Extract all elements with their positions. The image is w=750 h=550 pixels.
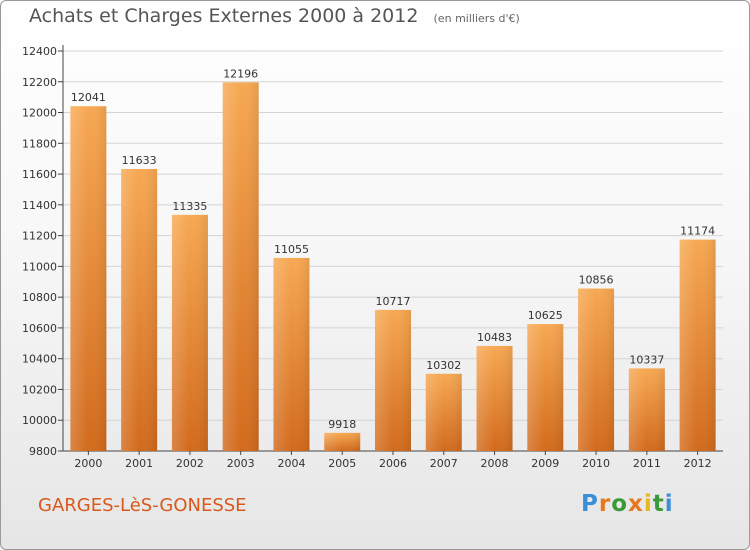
x-tick-label: 2002 bbox=[176, 457, 204, 470]
y-tick-label: 11200 bbox=[22, 230, 57, 243]
unit-note: (en milliers d'€) bbox=[433, 12, 520, 25]
x-tick-label: 2011 bbox=[633, 457, 661, 470]
data-label: 9918 bbox=[328, 418, 356, 431]
x-tick-label: 2007 bbox=[430, 457, 458, 470]
data-label: 12196 bbox=[223, 67, 258, 80]
proxiti-logo: Proxiti bbox=[581, 491, 674, 517]
x-tick-label: 2012 bbox=[684, 457, 712, 470]
x-tick-label: 2006 bbox=[379, 457, 407, 470]
bar-shine bbox=[222, 82, 259, 451]
y-tick-label: 10200 bbox=[22, 383, 57, 396]
chart-title-wrap: Achats et Charges Externes 2000 à 2012 (… bbox=[29, 5, 520, 27]
x-tick-label: 2000 bbox=[74, 457, 102, 470]
bar-shine bbox=[679, 239, 716, 451]
y-tick-label: 10600 bbox=[22, 322, 57, 335]
data-label: 10625 bbox=[528, 309, 563, 322]
bar-shine bbox=[476, 345, 513, 451]
y-tick-label: 10800 bbox=[22, 291, 57, 304]
chart-title: Achats et Charges Externes 2000 à 2012 bbox=[29, 5, 419, 27]
data-label: 10717 bbox=[376, 295, 411, 308]
x-tick-label: 2009 bbox=[531, 457, 559, 470]
city-name: GARGES-LèS-GONESSE bbox=[38, 495, 247, 516]
data-label: 11633 bbox=[122, 154, 157, 167]
data-label: 11174 bbox=[680, 225, 715, 238]
data-label: 10337 bbox=[629, 353, 664, 366]
bar-shine bbox=[70, 106, 107, 451]
bar-shine bbox=[273, 257, 310, 451]
data-label: 10302 bbox=[426, 359, 461, 372]
x-tick-label: 2004 bbox=[277, 457, 305, 470]
y-tick-label: 11800 bbox=[22, 137, 57, 150]
x-tick-label: 2010 bbox=[582, 457, 610, 470]
bar-shine bbox=[121, 169, 158, 451]
data-label: 12041 bbox=[71, 91, 106, 104]
x-tick-label: 2005 bbox=[328, 457, 356, 470]
x-tick-label: 2001 bbox=[125, 457, 153, 470]
y-tick-label: 9800 bbox=[29, 445, 57, 458]
data-label: 10856 bbox=[579, 274, 614, 287]
y-tick-label: 11000 bbox=[22, 260, 57, 273]
bar-shine bbox=[375, 309, 411, 451]
x-tick-label: 2008 bbox=[481, 457, 509, 470]
x-tick-label: 2003 bbox=[227, 457, 255, 470]
y-tick-label: 12400 bbox=[22, 45, 57, 58]
bar-shine bbox=[628, 368, 665, 451]
logo-letter: i bbox=[664, 491, 674, 517]
bar-shine bbox=[425, 373, 462, 451]
y-tick-label: 10000 bbox=[22, 414, 57, 427]
y-tick-label: 11400 bbox=[22, 199, 57, 212]
bar-shine bbox=[171, 214, 208, 451]
data-label: 11055 bbox=[274, 243, 309, 256]
logo-letter: x bbox=[628, 491, 644, 517]
logo-letter: P bbox=[581, 491, 599, 517]
bar-shine bbox=[578, 288, 615, 451]
bar-shine bbox=[324, 432, 361, 451]
y-tick-label: 10400 bbox=[22, 353, 57, 366]
data-label: 10483 bbox=[477, 331, 512, 344]
y-tick-label: 12000 bbox=[22, 107, 57, 120]
y-tick-label: 12200 bbox=[22, 76, 57, 89]
y-tick-label: 11600 bbox=[22, 168, 57, 181]
bar-shine bbox=[527, 324, 564, 451]
data-label: 11335 bbox=[172, 200, 207, 213]
logo-letter: r bbox=[598, 491, 612, 517]
logo-letter: t bbox=[652, 491, 665, 517]
logo-letter: i bbox=[643, 491, 653, 517]
logo-letter: o bbox=[611, 491, 629, 517]
